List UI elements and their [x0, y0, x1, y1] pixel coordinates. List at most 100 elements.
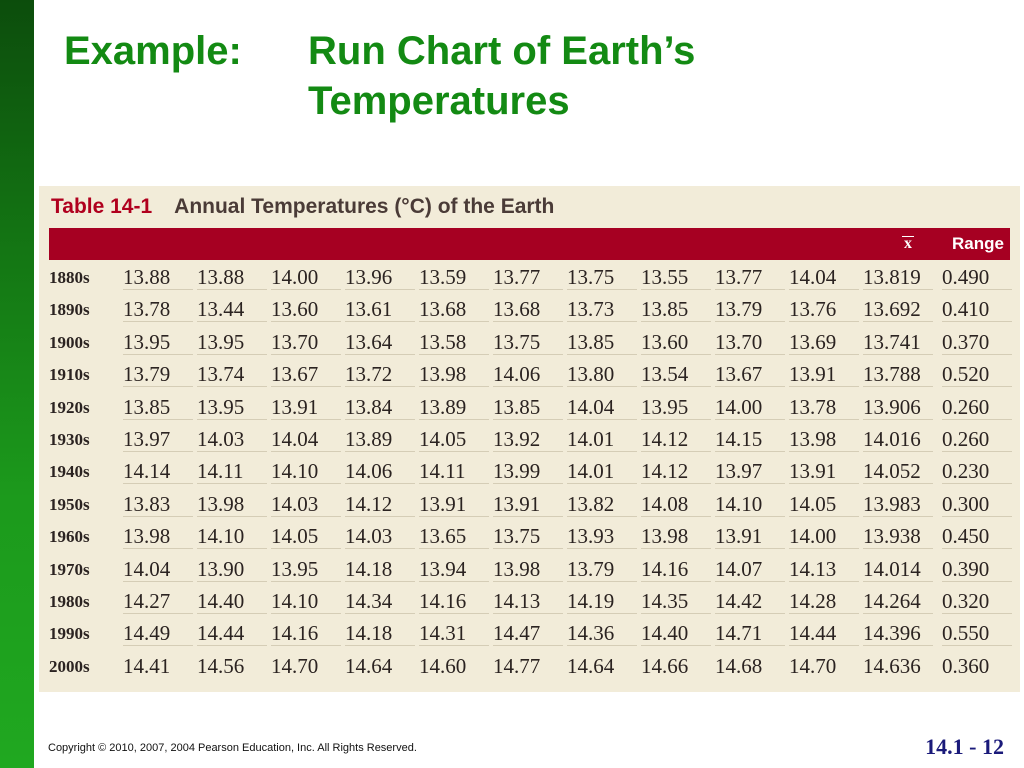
temperature-cell: 13.72: [345, 362, 415, 388]
table-row: 1970s 14.04 13.90 13.95 14.18 13.94 13.98 13.79…: [49, 555, 1012, 587]
temperature-cell: 13.95: [123, 330, 193, 355]
temperature-cell: 13.70: [271, 330, 341, 355]
decade-label: 1940s: [49, 462, 90, 482]
temperature-cell: 14.27: [123, 589, 193, 614]
temperature-cell: 14.34: [345, 589, 415, 614]
temperature-cell: 14.04: [123, 557, 193, 582]
temperature-cell: 13.61: [345, 297, 415, 323]
title-line-2: Temperatures: [308, 79, 570, 123]
mean-cell: 14.264: [863, 589, 933, 614]
temperature-cell: 13.97: [715, 459, 785, 485]
temperature-cell: 14.04: [567, 395, 637, 420]
temperature-cell: 13.99: [493, 459, 563, 485]
temperature-cell: 13.94: [419, 557, 489, 582]
table-row: 1940s 14.14 14.11 14.10 14.06 14.11 13.99 14.01…: [49, 457, 1012, 489]
temperature-cell: 14.05: [271, 524, 341, 550]
temperature-cell: 13.79: [567, 557, 637, 582]
temperature-cell: 14.49: [123, 621, 193, 647]
temperature-cell: 14.18: [345, 557, 415, 582]
table-row: 1890s 13.78 13.44 13.60 13.61 13.68 13.68 13.73…: [49, 295, 1012, 327]
temperature-cell: 14.77: [493, 653, 541, 678]
temperature-cell: 14.03: [197, 427, 267, 452]
temperature-cell: 14.08: [641, 492, 711, 517]
temperature-cell: 14.01: [567, 427, 637, 452]
table-row: 2000s 14.41 14.56 14.70 14.64 14.60 14.77 14.64…: [49, 652, 1010, 684]
temperature-cell: 14.12: [641, 427, 711, 452]
decade-label: 1990s: [49, 624, 90, 644]
temperature-cell: 14.66: [641, 653, 689, 678]
copyright-text: Copyright © 2010, 2007, 2004 Pearson Edu…: [48, 742, 417, 754]
decade-label: 1930s: [49, 429, 90, 449]
mean-column-header: x: [899, 233, 917, 252]
range-cell: 0.450: [942, 524, 1012, 550]
table-number: Table 14-1: [51, 195, 153, 218]
temperature-cell: 14.00: [271, 265, 341, 290]
decade-label: 1920s: [49, 397, 90, 417]
range-cell: 0.370: [942, 330, 1012, 355]
temperature-cell: 13.89: [419, 395, 489, 420]
temperature-cell: 14.10: [197, 524, 267, 550]
temperature-cell: 14.14: [123, 459, 193, 485]
temperature-cell: 14.15: [715, 427, 785, 452]
range-cell: 0.360: [942, 653, 990, 678]
temperature-cell: 14.10: [271, 459, 341, 485]
temperature-cell: 13.64: [345, 330, 415, 355]
temperature-cell: 13.98: [197, 492, 267, 517]
range-cell: 0.490: [942, 265, 1012, 290]
temperature-cell: 14.44: [197, 621, 267, 647]
temperature-cell: 13.75: [567, 265, 637, 290]
mean-cell: 13.819: [863, 265, 933, 290]
decade-label: 1910s: [49, 365, 90, 385]
temperature-cell: 14.03: [345, 524, 415, 550]
temperature-cell: 13.91: [789, 362, 859, 388]
temperature-cell: 13.68: [493, 297, 563, 323]
temperature-cell: 13.70: [715, 330, 785, 355]
temperature-cell: 13.69: [789, 330, 859, 355]
temperature-cell: 14.36: [567, 621, 637, 647]
temperature-cell: 14.28: [789, 589, 859, 614]
temperature-cell: 13.77: [493, 265, 563, 290]
table-row: 1910s 13.79 13.74 13.67 13.72 13.98 14.06 13.80…: [49, 360, 1012, 392]
temperature-cell: 13.97: [123, 427, 193, 452]
range-cell: 0.230: [942, 459, 1012, 485]
table-row: 1980s 14.27 14.40 14.10 14.34 14.16 14.13 14.19…: [49, 587, 1012, 619]
temperature-cell: 13.60: [271, 297, 341, 323]
decade-label: 1880s: [49, 268, 90, 287]
range-cell: 0.260: [942, 395, 1012, 420]
temperature-cell: 13.91: [419, 492, 489, 517]
decade-label: 1960s: [49, 527, 90, 547]
temperature-cell: 14.16: [271, 621, 341, 647]
temperature-cell: 14.42: [715, 589, 785, 614]
table-body: 1880s 13.88 13.88 14.00 13.96 13.59 13.77 13.75…: [49, 263, 1012, 684]
mean-cell: 13.906: [863, 395, 933, 420]
temperature-cell: 14.04: [271, 427, 341, 452]
range-cell: 0.410: [942, 297, 1012, 323]
temperature-cell: 14.35: [641, 589, 711, 614]
temperature-cell: 14.06: [345, 459, 415, 485]
decade-label: 1900s: [49, 332, 90, 352]
temperature-cell: 13.88: [123, 265, 193, 290]
temperature-cell: 14.31: [419, 621, 489, 647]
decade-label: 1970s: [49, 559, 90, 579]
table-row: 1960s 13.98 14.10 14.05 14.03 13.65 13.75 13.93…: [49, 522, 1012, 554]
temperature-cell: 13.92: [493, 427, 563, 452]
slide-number: 14.1 - 12: [925, 734, 1004, 759]
mean-cell: 14.396: [863, 621, 933, 647]
temperature-cell: 13.80: [567, 362, 637, 388]
temperature-cell: 13.85: [493, 395, 563, 420]
temperature-cell: 13.67: [715, 362, 785, 388]
temperature-cell: 13.75: [493, 330, 563, 355]
mean-cell: 13.788: [863, 362, 933, 388]
mean-symbol: x: [904, 235, 912, 252]
temperature-cell: 13.95: [197, 330, 267, 355]
temperature-cell: 14.47: [493, 621, 563, 647]
temperature-cell: 14.40: [197, 589, 267, 614]
temperature-cell: 13.98: [789, 427, 859, 452]
range-cell: 0.550: [942, 621, 1012, 647]
temperature-cell: 14.16: [641, 557, 711, 582]
temperature-cell: 14.01: [567, 459, 637, 485]
mean-cell: 13.692: [863, 297, 933, 323]
temperature-cell: 13.85: [123, 395, 193, 420]
temperature-cell: 14.13: [493, 589, 563, 614]
temperature-cell: 14.64: [345, 653, 393, 678]
